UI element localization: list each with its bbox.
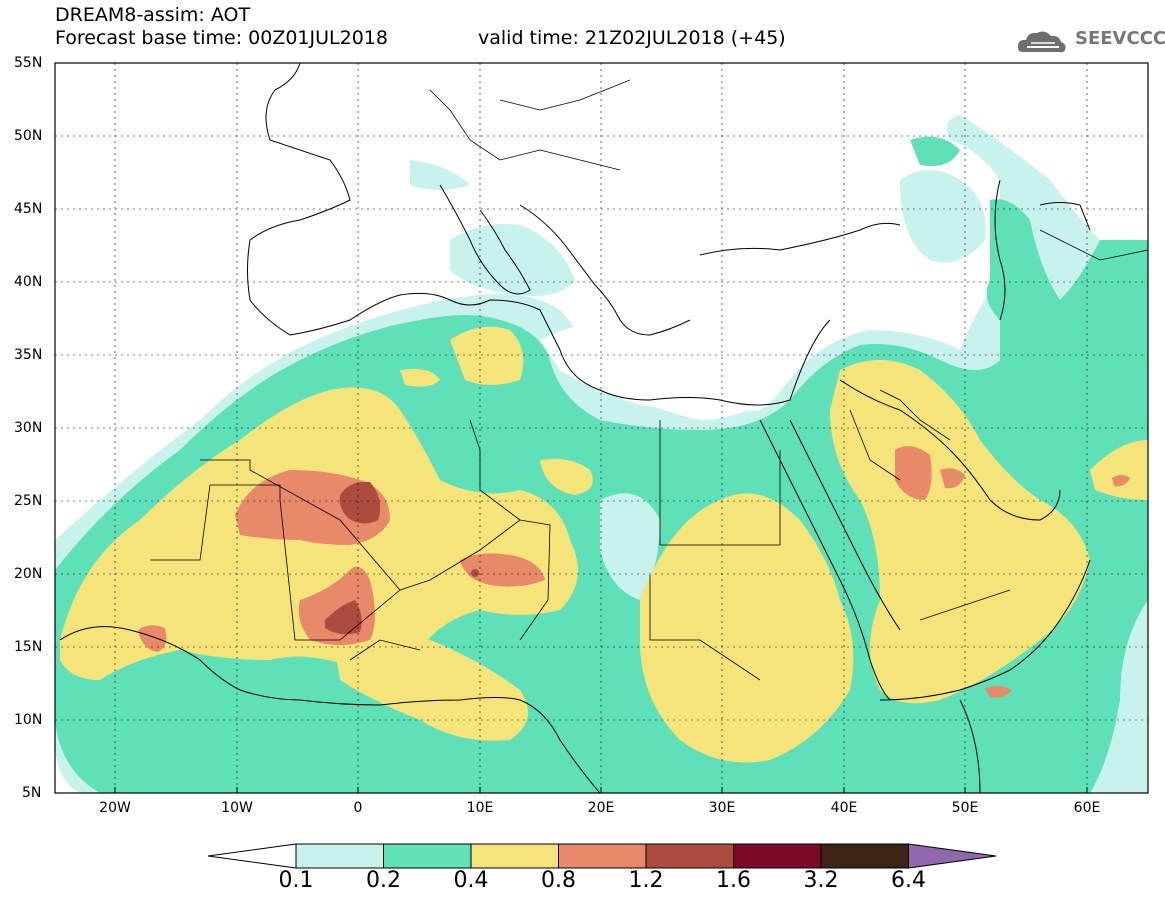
lon-label: 20W: [99, 800, 131, 816]
aot-fields: [55, 115, 1148, 793]
base-time: Forecast base time: 00Z01JUL2018: [55, 27, 388, 49]
lat-label: 25N: [14, 493, 43, 509]
lat-label: 15N: [14, 639, 43, 655]
lon-label: 50E: [951, 800, 979, 816]
valid-time: valid time: 21Z02JUL2018 (+45): [478, 27, 786, 49]
aot-band-04g: [540, 458, 593, 495]
lat-label: 45N: [14, 201, 43, 217]
aot-band-12b: [325, 600, 362, 635]
logo-text: SEEVCCC: [1075, 28, 1165, 49]
aot-band-04d: [330, 617, 528, 741]
clear-med: [540, 317, 800, 412]
aot-band-04b: [640, 493, 854, 763]
aot-band-12c: [471, 569, 479, 577]
lon-label: 0: [353, 800, 363, 816]
aot-band-08d: [895, 446, 932, 500]
aot-band-04f: [1090, 440, 1148, 500]
lat-label: 5N: [22, 785, 42, 801]
lon-label: 60E: [1073, 800, 1101, 816]
lat-label: 50N: [14, 128, 43, 144]
lat-label: 55N: [14, 55, 43, 71]
graticule: [55, 63, 1148, 793]
lat-label: 30N: [14, 420, 43, 436]
lat-label: 20N: [14, 566, 43, 582]
colorbar-label: 0.4: [453, 868, 489, 893]
aot-band-08h: [1112, 475, 1130, 487]
aot-band-02b: [910, 136, 960, 166]
coastlines: [59, 63, 1091, 793]
lat-label: 10N: [14, 712, 43, 728]
colorbar-label: 0.1: [278, 868, 314, 893]
cloud-logo-icon: [1017, 31, 1066, 53]
aot-band-08f: [138, 625, 167, 652]
lon-label: 40E: [830, 800, 858, 816]
aot-band-01c: [900, 170, 986, 263]
aot-band-12: [339, 481, 381, 524]
lon-label: 20E: [587, 800, 615, 816]
aot-band-08e: [940, 468, 965, 489]
colorbar-label: 6.4: [891, 868, 926, 893]
lat-label: 35N: [14, 347, 43, 363]
title: DREAM8-assim: AOT: [55, 4, 251, 26]
colorbar-label: 0.2: [366, 868, 401, 893]
colorbar-label: 0.8: [541, 868, 576, 893]
aot-band-08g: [985, 685, 1012, 698]
colorbar-label: 1.6: [716, 868, 751, 893]
aot-band-08c: [460, 553, 545, 587]
lon-label: 10E: [466, 800, 494, 816]
aot-band-04e: [450, 326, 524, 385]
lat-label: 40N: [14, 274, 43, 290]
lon-label: 30E: [708, 800, 736, 816]
aot-band-04c: [830, 360, 1090, 704]
ticks: [114, 787, 1088, 793]
borders: [150, 79, 1148, 681]
colorbar-label: 1.2: [628, 868, 664, 893]
aot-band-01d: [410, 160, 470, 190]
aot-band-04h: [400, 368, 440, 387]
lon-label: 10W: [221, 800, 253, 816]
colorbar-label: 3.2: [803, 868, 839, 893]
clear-westafrica: [600, 493, 660, 600]
